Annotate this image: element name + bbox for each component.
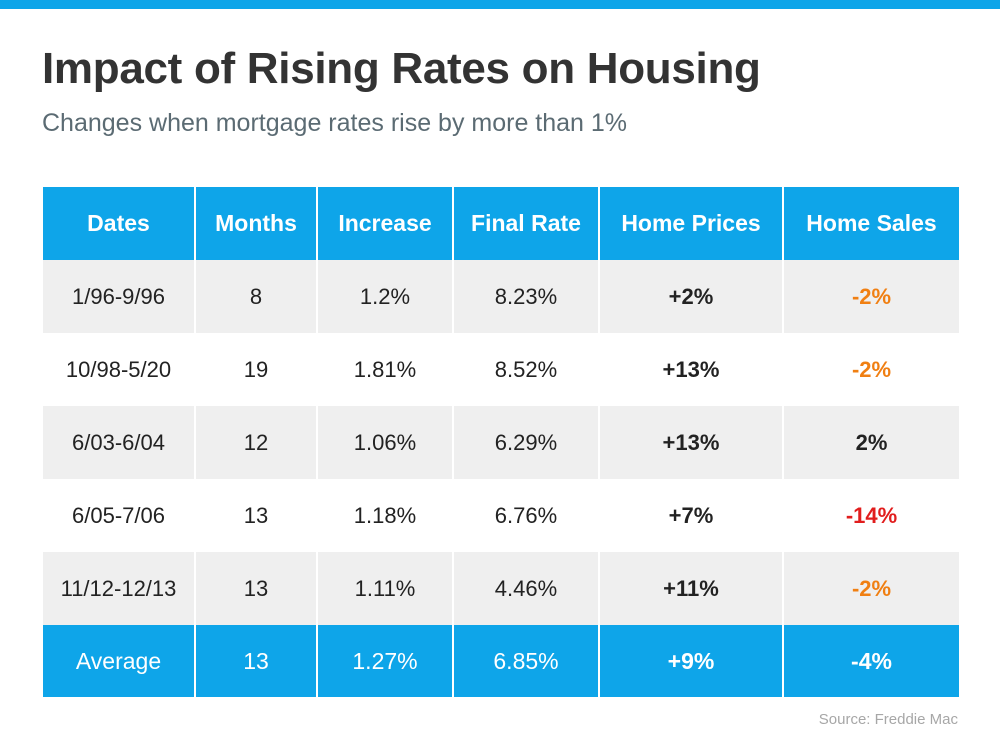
cell-increase: 1.11% — [317, 552, 454, 625]
cell-home-prices: +2% — [599, 260, 784, 333]
column-header-home-sales: Home Sales — [783, 187, 959, 260]
cell-months: 8 — [195, 260, 318, 333]
cell-home-prices: +11% — [599, 552, 784, 625]
cell-months: 13 — [195, 479, 318, 552]
cell-dates: 1/96-9/96 — [43, 260, 196, 333]
cell-home-prices: +13% — [599, 406, 784, 479]
cell-home-sales: -14% — [845, 502, 898, 528]
average-label: Average — [43, 625, 196, 697]
column-header-increase: Increase — [317, 187, 454, 260]
column-header-months: Months — [195, 187, 318, 260]
cell-dates: 11/12-12/13 — [43, 552, 196, 625]
cell-increase: 1.18% — [317, 479, 454, 552]
average-increase: 1.27% — [317, 625, 454, 697]
cell-dates: 10/98-5/20 — [43, 333, 196, 406]
page-subtitle: Changes when mortgage rates rise by more… — [42, 109, 628, 137]
table-row: 1/96-9/96 8 1.2% 8.23% +2% -2% — [43, 260, 959, 333]
cell-home-sales: 2% — [855, 429, 888, 455]
cell-months: 13 — [195, 552, 318, 625]
cell-increase: 1.06% — [317, 406, 454, 479]
average-home-prices: +9% — [599, 625, 784, 697]
cell-dates: 6/03-6/04 — [43, 406, 196, 479]
rate-impact-table: Dates Months Increase Final Rate Home Pr… — [43, 187, 959, 697]
cell-final-rate: 6.29% — [453, 406, 600, 479]
cell-months: 19 — [195, 333, 318, 406]
cell-final-rate: 8.23% — [453, 260, 600, 333]
average-row: Average 13 1.27% 6.85% +9% -4% — [43, 625, 959, 697]
cell-home-sales: -2% — [851, 575, 892, 601]
average-home-sales: -4% — [783, 625, 959, 697]
table-header-row: Dates Months Increase Final Rate Home Pr… — [43, 187, 959, 260]
cell-dates: 6/05-7/06 — [43, 479, 196, 552]
cell-final-rate: 8.52% — [453, 333, 600, 406]
column-header-final-rate: Final Rate — [453, 187, 600, 260]
table-row: 10/98-5/20 19 1.81% 8.52% +13% -2% — [43, 333, 959, 406]
table-row: 6/05-7/06 13 1.18% 6.76% +7% -14% — [43, 479, 959, 552]
table-row: 6/03-6/04 12 1.06% 6.29% +13% 2% — [43, 406, 959, 479]
cell-home-prices: +7% — [599, 479, 784, 552]
table-row: 11/12-12/13 13 1.11% 4.46% +11% -2% — [43, 552, 959, 625]
cell-home-sales: -2% — [851, 356, 892, 382]
cell-increase: 1.81% — [317, 333, 454, 406]
cell-final-rate: 6.76% — [453, 479, 600, 552]
source-note: Source: Freddie Mac — [818, 711, 958, 728]
cell-months: 12 — [195, 406, 318, 479]
top-accent-bar — [0, 0, 1000, 9]
column-header-home-prices: Home Prices — [599, 187, 784, 260]
cell-home-prices: +13% — [599, 333, 784, 406]
column-header-dates: Dates — [43, 187, 196, 260]
cell-final-rate: 4.46% — [453, 552, 600, 625]
average-final-rate: 6.85% — [453, 625, 600, 697]
average-months: 13 — [195, 625, 318, 697]
cell-increase: 1.2% — [317, 260, 454, 333]
page-title: Impact of Rising Rates on Housing — [42, 44, 761, 93]
cell-home-sales: -2% — [851, 283, 892, 309]
